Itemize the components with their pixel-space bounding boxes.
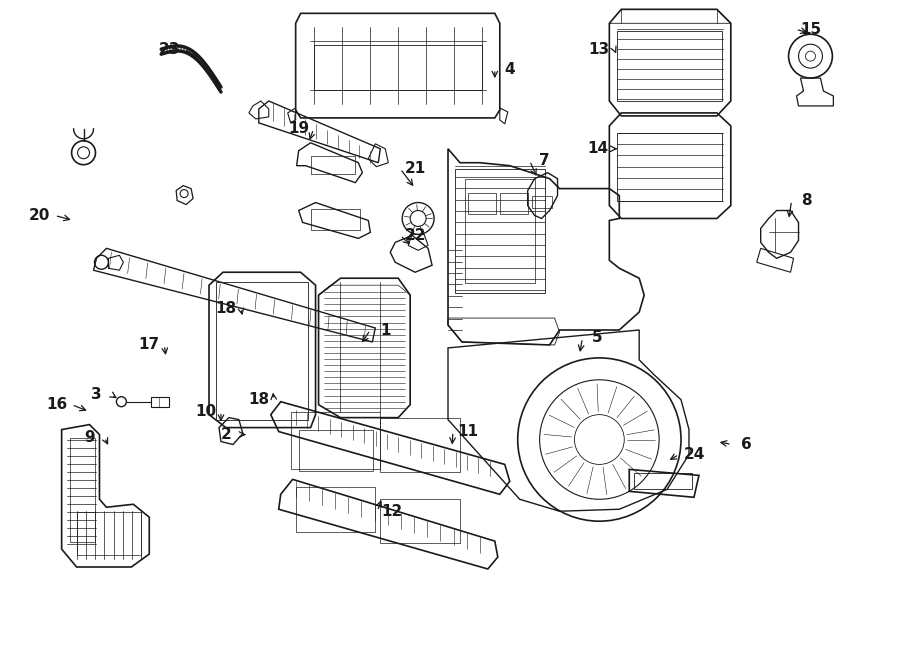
Bar [468,192,496,214]
Bar [455,169,544,293]
Text: 9: 9 [85,430,94,445]
Bar [381,418,460,473]
Bar [299,430,374,471]
Bar [76,512,141,555]
Bar [216,282,308,420]
Text: 19: 19 [288,122,310,136]
Text: 10: 10 [195,404,217,419]
Text: 13: 13 [589,42,610,57]
Text: 3: 3 [91,387,102,403]
Bar [617,31,722,101]
Text: 18: 18 [215,301,237,315]
Text: 18: 18 [248,392,269,407]
Text: 16: 16 [46,397,68,412]
Text: 5: 5 [592,330,603,346]
Bar [465,178,535,283]
Text: 6: 6 [742,437,752,452]
Bar [313,45,482,90]
Bar [500,192,527,214]
Text: 12: 12 [382,504,403,519]
Bar [291,412,381,469]
Bar [634,473,692,489]
Text: 2: 2 [220,427,231,442]
Text: 8: 8 [801,193,812,208]
Text: 17: 17 [139,337,160,352]
Text: 21: 21 [404,161,426,176]
Bar [617,133,722,200]
Text: 15: 15 [800,22,821,37]
Text: 24: 24 [683,447,705,462]
Text: 14: 14 [587,141,608,156]
Bar [532,196,552,208]
Bar [310,208,360,231]
Text: 4: 4 [504,61,515,77]
Text: 23: 23 [158,42,180,57]
Bar [310,156,356,174]
Bar [296,487,375,532]
Bar [381,499,460,543]
Text: 22: 22 [404,228,426,243]
Bar [151,397,169,407]
Text: 1: 1 [380,323,391,338]
Text: 7: 7 [539,153,550,168]
Text: 11: 11 [457,424,479,439]
Text: 20: 20 [29,208,50,223]
Bar [69,438,95,542]
